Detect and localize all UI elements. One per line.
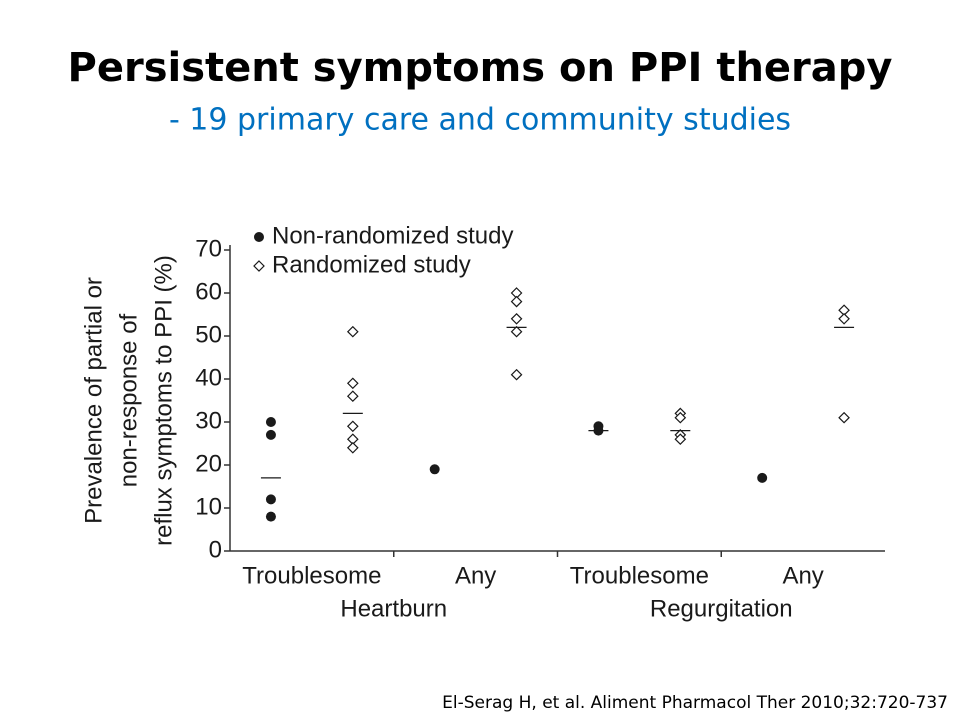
diamond bbox=[838, 411, 850, 424]
y-tick-label: 70 bbox=[195, 235, 222, 262]
legend-label: Non-randomized study bbox=[272, 222, 513, 249]
slide-subtitle: - 19 primary care and community studies bbox=[169, 103, 791, 138]
dot bbox=[265, 429, 276, 440]
diamond bbox=[346, 441, 359, 454]
y-tick-label: 50 bbox=[195, 321, 222, 348]
legend-label: Randomized study bbox=[272, 251, 471, 278]
group-label: Regurgitation bbox=[650, 595, 793, 622]
group-label: Heartburn bbox=[340, 595, 447, 622]
diamond bbox=[674, 433, 687, 446]
diamond bbox=[838, 312, 850, 325]
y-axis-label: Prevalence of partial or bbox=[80, 277, 107, 524]
slide-title: Persistent symptoms on PPI therapy bbox=[68, 45, 893, 91]
x-tick-label: Any bbox=[782, 562, 823, 589]
dot bbox=[265, 417, 276, 427]
diamond bbox=[346, 390, 359, 403]
citation: El-Serag H, et al. Aliment Pharmacol The… bbox=[442, 693, 948, 713]
diamond bbox=[346, 377, 359, 390]
diamond bbox=[510, 312, 523, 325]
y-tick-label: 10 bbox=[195, 493, 222, 520]
diamond bbox=[674, 411, 687, 424]
y-axis-label: non-response of bbox=[115, 313, 142, 487]
diamond bbox=[510, 368, 523, 381]
y-tick-label: 20 bbox=[195, 450, 222, 477]
dot bbox=[429, 464, 440, 475]
diamond bbox=[510, 325, 523, 338]
dot bbox=[254, 232, 264, 242]
diamond bbox=[510, 295, 523, 308]
x-tick-label: Any bbox=[455, 562, 496, 589]
diamond bbox=[346, 325, 359, 338]
dot bbox=[265, 494, 276, 505]
y-axis-label: reflux symptoms to PPI (%) bbox=[150, 255, 177, 546]
x-tick-label: Troublesome bbox=[242, 562, 381, 589]
y-tick-label: 60 bbox=[195, 278, 222, 305]
y-tick-label: 30 bbox=[195, 407, 222, 434]
y-tick-label: 0 bbox=[209, 536, 222, 563]
y-tick-label: 40 bbox=[195, 364, 222, 391]
x-tick-label: Troublesome bbox=[570, 562, 709, 589]
dot bbox=[265, 511, 276, 522]
diamond bbox=[346, 420, 359, 433]
dot bbox=[757, 472, 768, 483]
diamond bbox=[253, 260, 265, 272]
